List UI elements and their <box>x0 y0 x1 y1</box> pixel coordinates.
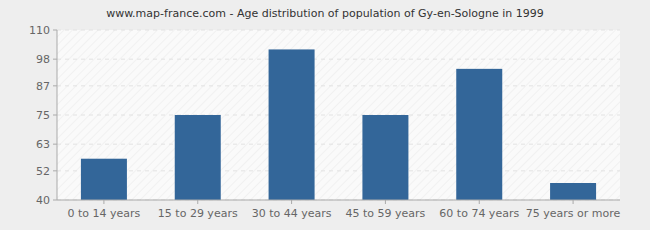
y-tick <box>53 170 57 171</box>
grid-line <box>57 59 620 60</box>
x-tick <box>197 200 198 204</box>
chart-container: www.map-france.com - Age distribution of… <box>0 0 650 230</box>
plot-area <box>57 30 620 200</box>
y-tick-label: 63 <box>36 138 50 151</box>
x-tick <box>385 200 386 204</box>
bar <box>175 115 221 200</box>
chart-svg: www.map-france.com - Age distribution of… <box>0 0 650 230</box>
bar <box>81 159 127 200</box>
bar <box>362 115 408 200</box>
y-tick-label: 110 <box>29 24 50 37</box>
y-tick <box>53 30 57 31</box>
x-tick <box>573 200 574 204</box>
y-tick <box>53 85 57 86</box>
grid-line <box>57 144 620 145</box>
x-tick-label: 15 to 29 years <box>158 207 238 220</box>
y-axis <box>57 30 58 200</box>
x-tick-label: 45 to 59 years <box>346 207 426 220</box>
y-tick <box>53 144 57 145</box>
grid-line <box>57 30 620 31</box>
y-tick-label: 98 <box>36 53 50 66</box>
x-tick-label: 60 to 74 years <box>439 207 519 220</box>
title: www.map-france.com - Age distribution of… <box>106 7 544 20</box>
y-tick-label: 40 <box>36 194 50 207</box>
x-axis <box>57 200 620 201</box>
bars <box>81 49 596 200</box>
bar <box>550 183 596 200</box>
x-tick-label: 75 years or more <box>526 207 621 220</box>
y-tick-label: 87 <box>36 80 50 93</box>
y-tick <box>53 115 57 116</box>
x-tick <box>103 200 104 204</box>
grid-line <box>57 115 620 116</box>
y-tick <box>53 200 57 201</box>
grid-line <box>57 200 620 201</box>
grid-line <box>57 85 620 86</box>
bar <box>269 49 315 200</box>
x-tick <box>291 200 292 204</box>
background <box>0 0 650 230</box>
x-tick <box>479 200 480 204</box>
x-tick-label: 30 to 44 years <box>252 207 332 220</box>
y-tick <box>53 59 57 60</box>
y-tick-label: 52 <box>36 165 50 178</box>
bar <box>456 69 502 200</box>
grid-line <box>57 170 620 171</box>
y-tick-label: 75 <box>36 109 50 122</box>
x-tick-label: 0 to 14 years <box>68 207 141 220</box>
